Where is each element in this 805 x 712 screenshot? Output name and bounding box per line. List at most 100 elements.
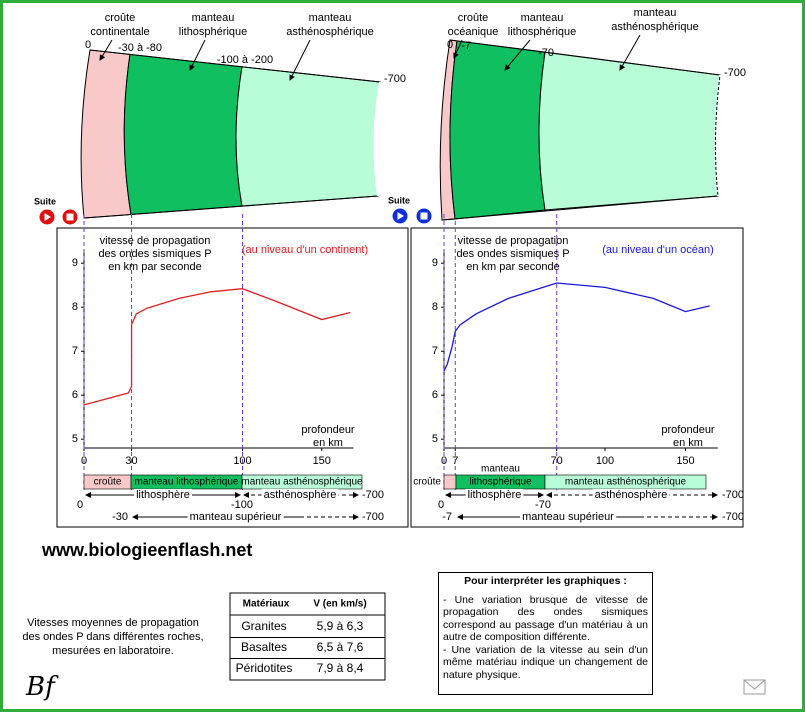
layer-label: océanique bbox=[448, 26, 499, 38]
layer-label: manteau bbox=[192, 12, 235, 24]
info-paragraph: - Une variation brusque de vitesse de pr… bbox=[443, 593, 648, 644]
layer bbox=[449, 40, 546, 220]
chart-title: vitesse de propagation bbox=[458, 235, 569, 247]
suite-label: Suite bbox=[34, 196, 56, 206]
row-value: -700 bbox=[722, 511, 744, 523]
pointer bbox=[189, 39, 206, 71]
layer-label: asthénosphérique bbox=[611, 21, 698, 33]
chart-title: des ondes sismiques P bbox=[456, 248, 569, 260]
pointer bbox=[289, 39, 311, 81]
y-tick-label: 6 bbox=[432, 389, 438, 401]
x-axis-label: en km bbox=[673, 437, 703, 449]
depth-label: -700 bbox=[384, 73, 406, 85]
row-value: -700 bbox=[362, 489, 384, 501]
table-box bbox=[229, 592, 386, 681]
row-label: manteau supérieur bbox=[190, 511, 282, 523]
depth-label: 0 bbox=[85, 39, 91, 51]
play-icon bbox=[397, 212, 404, 220]
label-bg bbox=[465, 488, 524, 501]
info-title: Pour interpréter les graphiques : bbox=[464, 575, 627, 587]
chart-note: (au niveau d'un continent) bbox=[242, 244, 368, 256]
y-tick-label: 5 bbox=[72, 433, 78, 445]
layer-label: lithosphérique bbox=[179, 26, 248, 38]
chart-frame bbox=[410, 227, 744, 528]
row-label: lithosphère bbox=[136, 489, 190, 501]
bar-label: manteau lithosphérique bbox=[135, 477, 239, 488]
chart-title: en km par seconde bbox=[466, 261, 560, 273]
label-bg bbox=[261, 488, 339, 501]
stop-icon bbox=[420, 212, 428, 220]
layer-label: croûte bbox=[458, 12, 489, 24]
x-axis-label: profondeur bbox=[661, 424, 715, 436]
layer bbox=[235, 66, 381, 207]
y-tick-label: 8 bbox=[72, 301, 78, 313]
label-bg bbox=[592, 488, 670, 501]
depth-label: -70 bbox=[538, 47, 554, 59]
site-url: www.biologieenflash.net bbox=[41, 540, 252, 560]
row-value: -70 bbox=[535, 499, 551, 511]
table-header: V (en km/s) bbox=[313, 599, 366, 610]
bar-segment bbox=[443, 474, 457, 490]
pointer bbox=[453, 39, 463, 59]
bar-label: manteau bbox=[481, 464, 520, 475]
table-cell: 6,5 à 7,6 bbox=[317, 640, 364, 654]
x-tick-label: 150 bbox=[676, 455, 694, 467]
pointer bbox=[619, 34, 641, 71]
info-box: Pour interpréter les graphiques : - Une … bbox=[438, 572, 653, 695]
mail-icon[interactable] bbox=[743, 679, 766, 695]
row-value: -7 bbox=[442, 511, 452, 523]
layer-label: lithosphérique bbox=[508, 26, 577, 38]
y-tick-label: 6 bbox=[72, 389, 78, 401]
x-axis-label: profondeur bbox=[301, 424, 355, 436]
layer-label: croûte bbox=[105, 12, 136, 24]
table-cell: 5,9 à 6,3 bbox=[317, 619, 364, 633]
bar-label: manteau asthénosphérique bbox=[565, 477, 687, 488]
row-value: 0 bbox=[438, 499, 444, 511]
chart-title: en km par seconde bbox=[108, 261, 202, 273]
layer-label: continentale bbox=[90, 26, 149, 38]
table-cell: Péridotites bbox=[236, 661, 293, 675]
y-tick-label: 9 bbox=[72, 257, 78, 269]
row-value: -700 bbox=[722, 489, 744, 501]
table-caption: Vitesses moyennes de propagation bbox=[27, 617, 199, 629]
x-axis-label: en km bbox=[313, 437, 343, 449]
y-tick-label: 5 bbox=[432, 433, 438, 445]
depth-label: -100 à -200 bbox=[217, 54, 273, 66]
bar-label: lithosphérique bbox=[469, 477, 532, 488]
layer bbox=[538, 51, 721, 211]
x-tick-label: 100 bbox=[596, 455, 614, 467]
label-bg bbox=[187, 510, 284, 523]
pointer bbox=[99, 39, 113, 61]
table-header: Matériaux bbox=[243, 599, 290, 610]
table-cell: 7,9 à 8,4 bbox=[317, 661, 364, 675]
stop-icon bbox=[66, 213, 74, 221]
y-tick-label: 7 bbox=[72, 345, 78, 357]
chart-note: (au niveau d'un océan) bbox=[602, 244, 714, 256]
layer bbox=[123, 53, 243, 216]
diagram-edge bbox=[83, 49, 381, 219]
chart-title: des ondes sismiques P bbox=[98, 248, 211, 260]
y-tick-label: 7 bbox=[432, 345, 438, 357]
depth-label: 0 bbox=[447, 39, 453, 51]
row-value: -700 bbox=[362, 511, 384, 523]
info-paragraph: - Une variation de la vitesse au sein d'… bbox=[443, 643, 648, 681]
row-label: asthénosphère bbox=[264, 489, 337, 501]
row-label: asthénosphère bbox=[595, 489, 668, 501]
chart-title: vitesse de propagation bbox=[100, 235, 211, 247]
depth-label: -30 à -80 bbox=[118, 42, 162, 54]
depth-label: -7 bbox=[461, 40, 471, 52]
depth-label: -700 bbox=[724, 67, 746, 79]
play-icon bbox=[44, 213, 51, 221]
pointer bbox=[504, 39, 531, 71]
chart-frame bbox=[56, 227, 409, 528]
y-tick-label: 8 bbox=[432, 301, 438, 313]
row-value: 0 bbox=[77, 499, 83, 511]
velocity-curve bbox=[443, 282, 710, 372]
suite-label: Suite bbox=[388, 195, 410, 205]
diagram-end bbox=[373, 81, 381, 197]
layer bbox=[80, 49, 132, 219]
row-label: manteau supérieur bbox=[522, 511, 614, 523]
